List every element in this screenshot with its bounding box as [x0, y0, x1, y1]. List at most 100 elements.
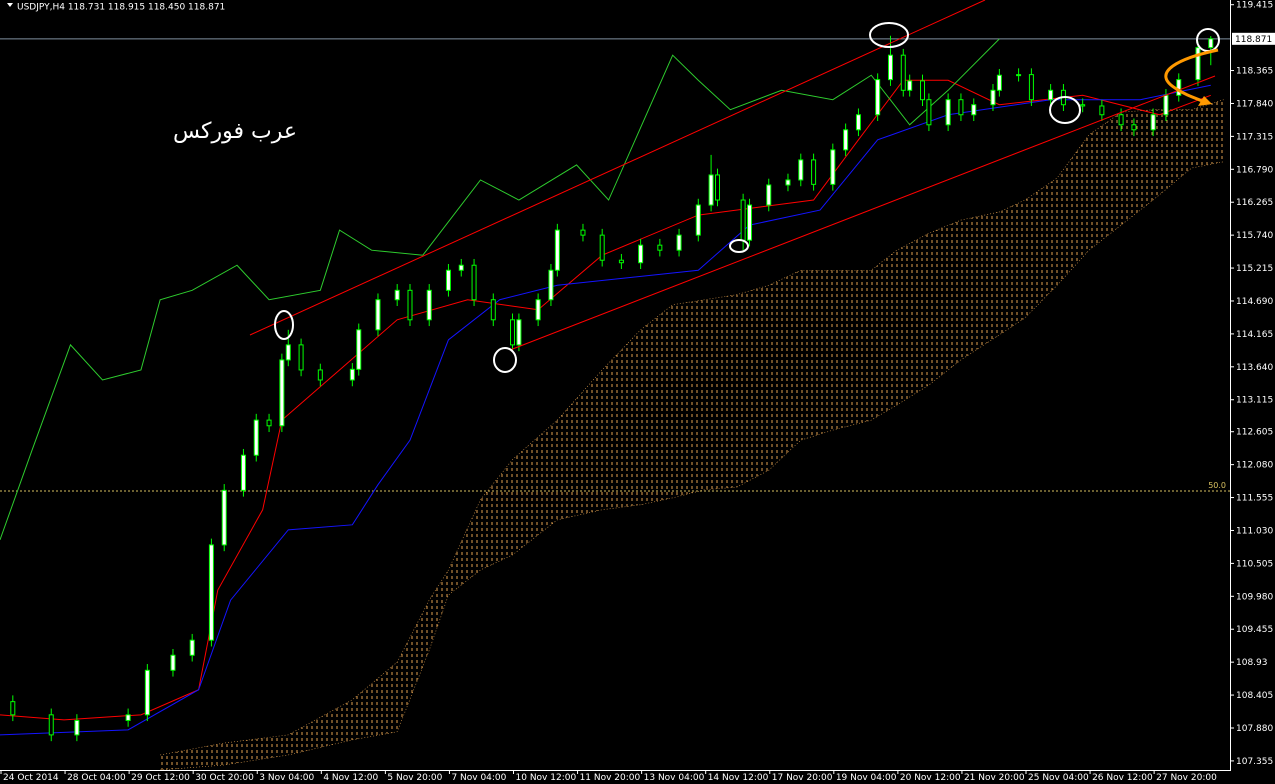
- y-tick-label: 108.405: [1236, 691, 1273, 701]
- arrow: [1164, 48, 1219, 104]
- candle-body: [695, 204, 701, 236]
- candle-body: [375, 299, 381, 331]
- circle-marker: [274, 310, 294, 340]
- candle-body: [144, 669, 150, 716]
- candle-body: [580, 229, 586, 236]
- candle-body: [638, 244, 644, 264]
- y-tick-label: 116.790: [1236, 165, 1273, 175]
- price-label: 118.871: [1235, 35, 1272, 45]
- y-tick-label: 114.690: [1236, 297, 1273, 307]
- cloud-edge: [160, 161, 1224, 771]
- y-tick-label: 109.980: [1236, 592, 1273, 602]
- candle-body: [349, 368, 355, 381]
- candle-body: [490, 299, 496, 321]
- candle-body: [554, 229, 560, 271]
- circle-marker: [493, 347, 517, 373]
- y-tick-label: 116.265: [1236, 198, 1273, 208]
- y-tick-label: 111.555: [1236, 494, 1273, 504]
- levels: 50.0: [0, 38, 1230, 492]
- candle-body: [747, 204, 753, 241]
- candle-body: [907, 80, 913, 91]
- x-tick-label: 3 Nov 04:00: [259, 773, 314, 783]
- y-tick-label: 110.505: [1236, 559, 1273, 569]
- candle-body: [170, 654, 176, 671]
- x-tick-label: 20 Nov 12:00: [900, 773, 961, 783]
- candle-body: [1048, 89, 1054, 101]
- candle-body: [1150, 114, 1156, 131]
- candle-body: [407, 289, 413, 321]
- candle-body: [657, 244, 663, 251]
- circle-marker: [1049, 96, 1081, 124]
- candle-body: [1016, 74, 1022, 77]
- candle-body: [599, 234, 605, 261]
- candle-body: [548, 269, 554, 301]
- candle-body: [855, 114, 861, 131]
- candle-body: [266, 419, 272, 427]
- candle-body: [426, 289, 432, 321]
- candle-body: [990, 89, 996, 106]
- price-label-box: [1232, 32, 1275, 45]
- y-tick-label: 114.165: [1236, 330, 1273, 340]
- candle-body: [516, 319, 522, 346]
- y-tick-label: 107.880: [1236, 724, 1273, 734]
- candle-body: [1208, 38, 1214, 49]
- candle-body: [945, 99, 951, 126]
- candle-body: [74, 719, 80, 736]
- candle-body: [298, 344, 304, 371]
- x-tick-label: 27 Nov 20:00: [1156, 773, 1217, 783]
- candle-body: [356, 329, 362, 370]
- candle-body: [253, 419, 259, 456]
- candle-body: [10, 701, 16, 716]
- candle-body: [1176, 79, 1182, 96]
- candle-body: [1163, 94, 1169, 116]
- candle-body: [875, 79, 881, 116]
- candle-body: [926, 99, 932, 126]
- x-tick-label: 26 Nov 12:00: [1092, 773, 1153, 783]
- x-tick-label: 13 Nov 04:00: [644, 773, 705, 783]
- candle-body: [240, 454, 246, 491]
- candle-body: [1028, 74, 1034, 101]
- candle-body: [317, 369, 323, 381]
- x-tick-label: 5 Nov 20:00: [387, 773, 442, 783]
- candle-body: [1080, 104, 1086, 107]
- indicator-line: [0, 38, 1000, 541]
- x-tick-label: 11 Nov 20:00: [580, 773, 641, 783]
- candle-body: [715, 174, 720, 201]
- x-tick-label: 30 Oct 20:00: [195, 773, 254, 783]
- candle-body: [708, 174, 714, 206]
- x-tick-label: 7 Nov 04:00: [451, 773, 506, 783]
- x-tick-label: 21 Nov 20:00: [964, 773, 1025, 783]
- y-tick-label: 115.740: [1236, 231, 1273, 241]
- y-tick-label: 118.365: [1236, 67, 1273, 77]
- candle-body: [798, 159, 804, 181]
- y-tick-label: 117.315: [1236, 132, 1273, 142]
- candle-body: [920, 80, 925, 101]
- drawings: [249, 0, 1220, 373]
- candle-body: [740, 199, 746, 241]
- candle-body: [996, 74, 1002, 91]
- y-tick-label: 113.640: [1236, 363, 1273, 373]
- header: USDJPY,H4 118.731 118.915 118.450 118.87…: [17, 3, 225, 13]
- y-tick-label: 113.115: [1236, 396, 1273, 406]
- y-tick-label: 109.455: [1236, 625, 1273, 635]
- candle-body: [900, 54, 906, 91]
- candle-body: [766, 184, 772, 206]
- fibo-level-label: 50.0: [1208, 481, 1226, 490]
- candle-body: [458, 264, 464, 271]
- x-tick-label: 29 Oct 12:00: [131, 773, 190, 783]
- candle-body: [811, 159, 817, 185]
- candle-body: [1195, 47, 1201, 81]
- candle-body: [958, 99, 964, 116]
- candles: [10, 35, 1214, 742]
- cloud-fill: [160, 99, 1224, 770]
- candle-body: [279, 359, 285, 427]
- candle-body: [535, 299, 541, 321]
- candle-body: [1118, 114, 1124, 126]
- y-tick-label: 111.030: [1236, 526, 1273, 536]
- x-tick-label: 17 Nov 20:00: [772, 773, 833, 783]
- candle-body: [125, 714, 131, 721]
- arrow-head: [1198, 96, 1212, 106]
- x-tick-label: 14 Nov 12:00: [708, 773, 769, 783]
